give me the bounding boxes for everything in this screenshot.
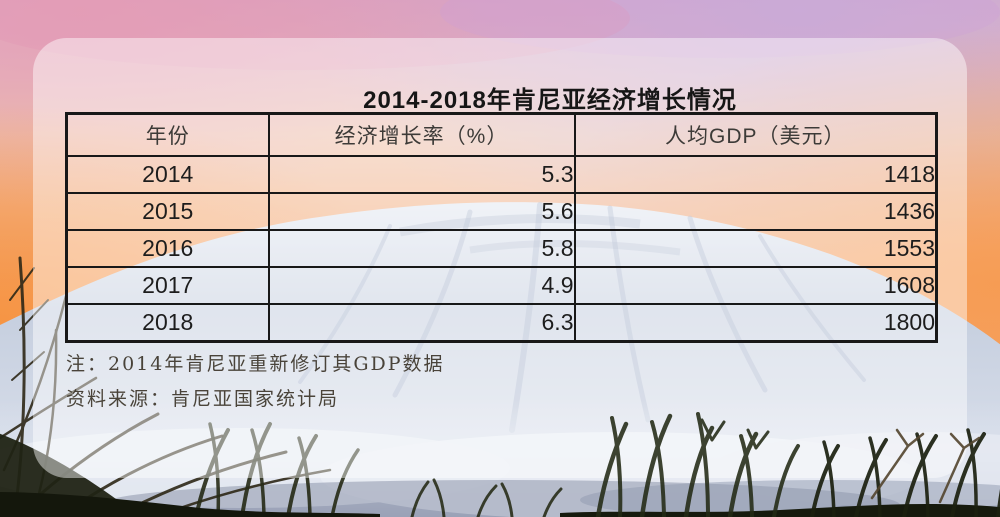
page-title: 2014-2018年肯尼亚经济增长情况 xyxy=(363,87,737,114)
year-cell: 2014 xyxy=(65,155,270,194)
column-header-growth-rate: 经济增长率（%） xyxy=(267,112,576,157)
growth-cell: 5.3 xyxy=(267,155,576,194)
year-cell: 2017 xyxy=(65,266,270,305)
growth-cell: 5.8 xyxy=(267,229,576,268)
header-row: 年份 经济增长率（%） 人均GDP（美元） xyxy=(65,112,938,157)
table-row: 2017 4.9 1608 xyxy=(65,266,938,305)
footnote-source: 资料来源：肯尼亚国家统计局 xyxy=(66,388,340,410)
gdp-cell: 1608 xyxy=(573,266,938,305)
gdp-cell: 1800 xyxy=(573,303,938,343)
column-header-year: 年份 xyxy=(65,112,270,157)
gdp-cell: 1418 xyxy=(573,155,938,194)
growth-cell: 5.6 xyxy=(267,192,576,231)
table-row: 2014 5.3 1418 xyxy=(65,155,938,194)
year-cell: 2018 xyxy=(65,303,270,343)
column-header-gdp-per-capita: 人均GDP（美元） xyxy=(573,112,938,157)
economic-growth-table: 年份 经济增长率（%） 人均GDP（美元） 2014 5.3 1418 2015… xyxy=(65,112,938,343)
year-cell: 2015 xyxy=(65,192,270,231)
gdp-cell: 1553 xyxy=(573,229,938,268)
table-row: 2018 6.3 1800 xyxy=(65,303,938,343)
growth-cell: 4.9 xyxy=(267,266,576,305)
footnote-gdp-revision: 注：2014年肯尼亚重新修订其GDP数据 xyxy=(66,353,445,375)
growth-cell: 6.3 xyxy=(267,303,576,343)
year-cell: 2016 xyxy=(65,229,270,268)
table-row: 2016 5.8 1553 xyxy=(65,229,938,268)
table-row: 2015 5.6 1436 xyxy=(65,192,938,231)
gdp-cell: 1436 xyxy=(573,192,938,231)
